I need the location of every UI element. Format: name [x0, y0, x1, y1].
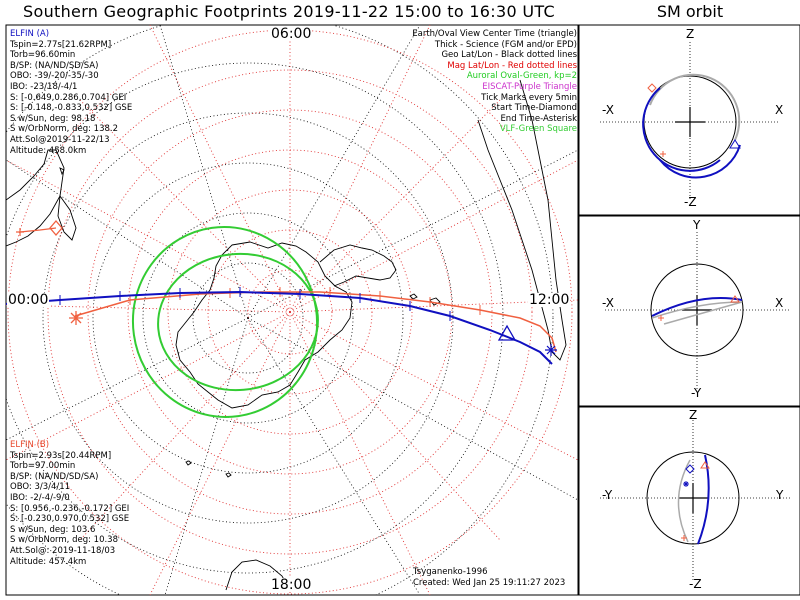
elfin-b-line: S w/Sun, deg: 103.6: [10, 524, 96, 535]
panel-yz-frame: [578, 406, 800, 596]
elfin-a-info: ELFIN (A) Tspin=2.77s[21.62RPM] Torb=96.…: [10, 29, 132, 156]
sm-orbit-title: SM orbit: [656, 2, 724, 21]
legend: Earth/Oval View Center Time (triangle) T…: [412, 29, 577, 135]
panel-xz-right-label: X: [775, 103, 784, 117]
legend-view-center: Earth/Oval View Center Time (triangle): [412, 29, 577, 39]
map-label-right: 12:00: [528, 292, 571, 308]
legend-science: Thick - Science (FGM and/or EPD): [434, 39, 577, 50]
elfin-a-end-asterisk: [545, 344, 557, 356]
elfin-b-line: IBO: -2/-4/-9/0: [10, 492, 70, 503]
elfin-b-info: ELFIN (B) Tspin=2.93s[20.44RPM] Torb=97.…: [10, 440, 129, 567]
model-name: Tsyganenko-1996: [413, 567, 488, 577]
mag-lon-grid: [6, 25, 578, 595]
panel-xz-frame: [578, 24, 800, 216]
elfin-a-line: B/SP: (NA/ND/SD/SA): [10, 60, 99, 71]
map-label-bottom: 18:00: [270, 577, 313, 593]
panel-xy-top-label: Y: [693, 218, 701, 232]
panel-xy-plot: [605, 232, 790, 390]
elfin-a-center-triangle: [497, 324, 517, 341]
legend-mag-grid: Mag Lat/Lon - Red dotted lines: [447, 60, 577, 71]
legend-tick-marks: Tick Marks every 5min: [481, 92, 577, 103]
panel-yz-plot: [600, 420, 790, 580]
panel-yz-left-label: -Y: [602, 488, 613, 502]
panel-xz-plot: [600, 42, 780, 200]
elfin-b-asterisk-left: [16, 228, 24, 236]
panel-xz-bottom-label: -Z: [684, 195, 697, 209]
panel-yz-top-label: Z: [689, 408, 698, 422]
legend-geo-grid: Geo Lat/Lon - Black dotted lines: [441, 50, 577, 61]
credits: Tsyganenko-1996 Created: Wed Jan 25 19:1…: [413, 567, 565, 588]
panel-xz-left-label: -X: [602, 103, 614, 117]
south-america-coastline: [477, 79, 567, 361]
elfin-a-tick-marks: [59, 287, 451, 321]
elfin-a-footprint-track: [6, 290, 553, 365]
panel-xy-frame: [578, 215, 800, 407]
map-label-left: 00:00: [7, 292, 50, 308]
elfin-b-line: S w/OrbNorm, deg: 10.38: [10, 535, 119, 546]
elfin-a-line: Altitude: 458.0km: [10, 145, 87, 156]
elfin-b-line: OBO: 3/3/4/11: [10, 482, 71, 493]
elfin-a-line: Torb=96.60min: [10, 50, 76, 61]
elfin-a-line: S: [-0.148,-0.833,0.532] GSE: [10, 103, 133, 114]
elfin-b-line: Att.Sol@: 2019-11-18/03: [10, 545, 116, 556]
elfin-a-line: Att.Sol@2019-11-22/13: [10, 134, 110, 145]
elfin-a-line: OBO: -39/-20/-35/-30: [10, 71, 99, 82]
elfin-b-footprint-track: [74, 291, 557, 353]
islands: [59, 167, 441, 478]
legend-end-time: End Time-Asterisk: [500, 113, 577, 124]
geo-lon-grid: [6, 25, 578, 595]
elfin-b-line: Torb=97.00min: [10, 461, 76, 472]
created-timestamp: Created: Wed Jan 25 19:11:27 2023: [413, 577, 566, 588]
map-frame: [5, 24, 579, 596]
page-title: Southern Geographic Footprints 2019-11-2…: [23, 2, 555, 21]
panel-xz-top-label: Z: [686, 27, 695, 41]
elfin-b-line: S: [0.956,-0.236,-0.172] GEI: [10, 503, 130, 514]
elfin-b-start-diamond: [49, 220, 63, 236]
australia-coastline: [6, 149, 65, 247]
panel-yz-bottom-label: -Z: [689, 577, 702, 591]
elfin-a-line: S w/Sun, deg: 98.18: [10, 113, 96, 124]
map-label-top: 06:00: [270, 26, 313, 42]
elfin-b-line: Altitude: 457.4km: [10, 556, 87, 567]
panel-xy-right-label: X: [775, 296, 784, 310]
panel-yz-right-label: Y: [776, 488, 784, 502]
antarctica-coastline: [175, 241, 353, 409]
elfin-a-line: Tspin=2.77s[21.62RPM]: [10, 39, 112, 50]
auroral-oval-inner: [157, 252, 319, 392]
elfin-a-line: IBO: -23/18/-4/1: [10, 81, 78, 92]
elfin-a-line: S w/OrbNorm, deg: 138.2: [10, 124, 119, 135]
elfin-b-name: ELFIN (B): [10, 440, 50, 450]
elfin-a-name: ELFIN (A): [10, 29, 50, 39]
africa-coastline: [225, 559, 291, 591]
elfin-b-line: S: [-0.230,0.970,0.532] GSE: [10, 514, 130, 525]
legend-eiscat: EISCAT-Purple Triangle: [482, 81, 577, 92]
legend-vlf: VLF-Green Square: [499, 124, 577, 135]
elfin-a-line: S: [-0.649,0.286,0.704] GEI: [10, 92, 127, 103]
elfin-b-end-asterisk: [69, 311, 83, 325]
antarctic-peninsula: [319, 244, 397, 287]
panel-xy-left-label: -X: [602, 296, 614, 310]
elfin-b-line: B/SP: (NA/ND/SD/SA): [10, 471, 99, 482]
new-zealand-coastline: [57, 194, 77, 241]
legend-auroral-oval: Auroral Oval-Green, kp=2: [466, 71, 577, 82]
legend-start-time: Start Time-Diamond: [491, 103, 577, 114]
elfin-b-line: Tspin=2.93s[20.44RPM]: [10, 450, 112, 461]
panel-xy-bottom-label: -Y: [691, 386, 702, 400]
